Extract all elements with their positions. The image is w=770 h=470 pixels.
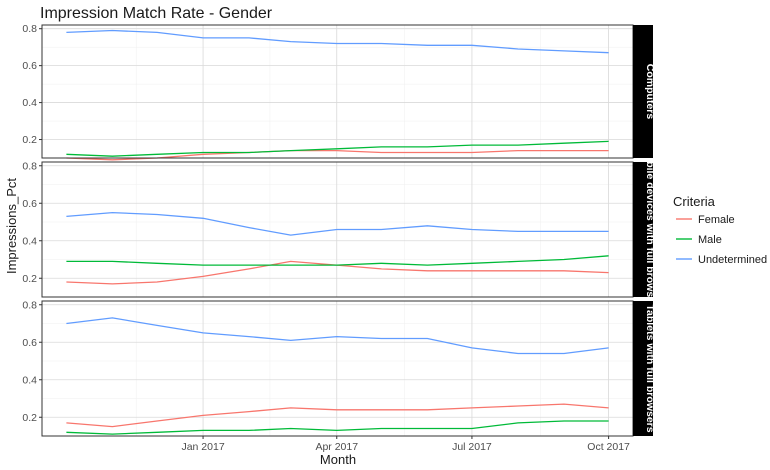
- legend-title: Criteria: [673, 194, 716, 209]
- x-tick-label: Apr 2017: [315, 441, 358, 453]
- chart-title: Impression Match Rate - Gender: [40, 5, 273, 22]
- y-tick-label: 0.4: [22, 97, 37, 109]
- y-tick-label: 0.4: [22, 235, 37, 247]
- x-axis-title: Month: [320, 452, 356, 467]
- series-line-undetermined: [66, 29, 609, 54]
- facet-panel: 0.2 0.4 0.6 0.8 Computers: [22, 23, 656, 161]
- x-axis: Jan 2017 Apr 2017 Jul 2017 Oct 2017: [181, 436, 630, 453]
- panel-border: [41, 24, 634, 159]
- chart-panels: 0.2 0.4 0.6 0.8 Computers 0.2 0.4 0.6 0.8 Mobile …: [22, 23, 656, 453]
- y-axis-title: Impressions_Pct: [4, 178, 19, 274]
- facet-panel: 0.2 0.4 0.6 0.8 Mobile devices with full bro…: [22, 146, 656, 313]
- facet-strip: [633, 162, 653, 297]
- y-tick-label: 0.8: [22, 299, 37, 311]
- y-tick-label: 0.6: [22, 60, 37, 72]
- series-line-undetermined: [66, 317, 609, 355]
- facet-strip-label: Mobile devices with full browsers: [644, 146, 656, 313]
- y-tick-label: 0.8: [22, 23, 37, 35]
- legend: Criteria Female Male Undetermined: [673, 194, 767, 266]
- series-line-female: [66, 403, 609, 428]
- x-tick-label: Jan 2017: [181, 441, 224, 453]
- legend-label: Undetermined: [698, 254, 767, 266]
- y-tick-label: 0.2: [22, 412, 37, 424]
- y-tick-label: 0.4: [22, 374, 37, 386]
- legend-label: Female: [698, 214, 735, 226]
- y-tick-label: 0.8: [22, 160, 37, 172]
- series-line-male: [66, 255, 609, 266]
- series-line-male: [66, 140, 609, 157]
- y-tick-label: 0.2: [22, 134, 37, 146]
- facet-strip: [633, 25, 653, 158]
- x-tick-label: Jul 2017: [452, 441, 492, 453]
- x-tick-label: Oct 2017: [587, 441, 630, 453]
- facet-strip: [633, 301, 653, 436]
- series-line-undetermined: [66, 211, 609, 236]
- y-tick-label: 0.6: [22, 198, 37, 210]
- legend-label: Male: [698, 234, 722, 246]
- facet-strip-label: Computers: [644, 64, 656, 120]
- facet-panel: 0.2 0.4 0.6 0.8 Tablets with full browsers: [22, 299, 656, 437]
- y-tick-label: 0.2: [22, 273, 37, 285]
- facet-strip-label: Tablets with full browsers: [644, 304, 656, 432]
- y-tick-label: 0.6: [22, 337, 37, 349]
- series-line-male: [66, 420, 609, 435]
